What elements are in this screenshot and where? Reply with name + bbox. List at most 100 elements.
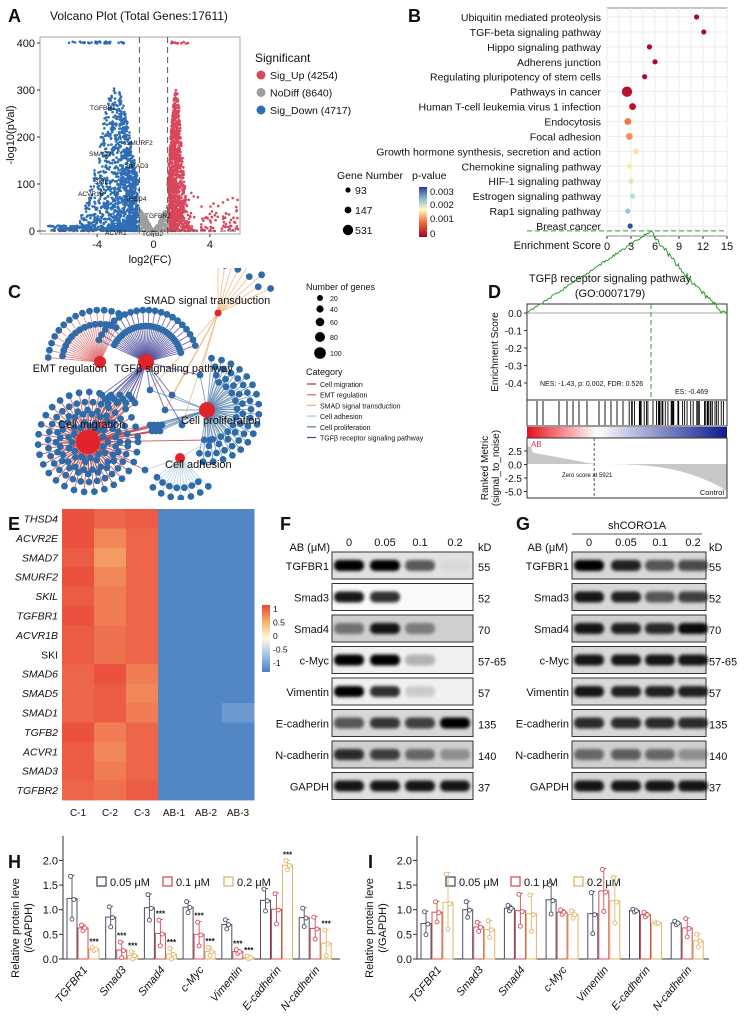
volcano-point [80, 226, 83, 229]
blot-row-vimentin [571, 677, 708, 706]
gene-node [267, 285, 274, 292]
volcano-point [72, 225, 76, 228]
volcano-point [67, 41, 71, 45]
lane-label: 0 [586, 537, 592, 549]
condition-label: shCORO1A [608, 520, 667, 532]
replicate-point [561, 909, 567, 915]
pathway-label: Pathways in cancer [510, 87, 602, 99]
replicate-point [463, 899, 469, 905]
volcano-point [87, 222, 91, 225]
volcano-point [171, 196, 175, 200]
heatmap-cell [62, 741, 95, 762]
heatmap-cell [190, 644, 223, 665]
volcano-point [173, 118, 177, 122]
volcano-point [102, 188, 106, 191]
volcano-point [105, 210, 109, 213]
volcano-point [75, 226, 78, 229]
volcano-point [170, 179, 173, 182]
volcano-point [110, 94, 113, 98]
gene-node [45, 469, 53, 477]
size-legend-dot [345, 187, 351, 193]
heatmap-cell [222, 528, 255, 549]
bar [567, 914, 579, 960]
volcano-point [179, 202, 182, 206]
volcano-point [192, 195, 195, 198]
volcano-point [111, 124, 115, 128]
volcano-point [170, 158, 174, 161]
gene-node [108, 307, 115, 315]
gene-node [125, 467, 133, 475]
lane-label: 0.2 [447, 537, 462, 549]
heatmap-cell [126, 780, 159, 801]
pathway-label: Ubiquitin mediated proteolysis [461, 12, 601, 24]
gene-node [77, 478, 85, 485]
heatmap-col-label: AB-2 [195, 808, 218, 819]
volcano-point [172, 128, 176, 132]
replicate-point [569, 908, 575, 914]
replicate-point [548, 911, 554, 917]
volcano-title: Volcano Plot (Total Genes:17611) [50, 9, 228, 23]
volcano-gene-label: SMAD7 [89, 151, 112, 158]
replicate-point [68, 873, 73, 879]
heatmap-cell [94, 703, 127, 723]
volcano-point [171, 41, 174, 44]
heatmap-cell [158, 644, 191, 665]
volcano-point [169, 190, 173, 194]
panel-label: A [8, 6, 21, 26]
volcano-point [126, 181, 129, 184]
protein-band [645, 560, 675, 571]
protein-band [334, 591, 364, 603]
volcano-point [183, 198, 186, 202]
gene-node [206, 436, 214, 444]
volcano-point [104, 153, 108, 157]
volcano-point [127, 179, 131, 182]
replicate-point [445, 926, 451, 932]
heatmap-cell [94, 761, 127, 781]
gene-node [187, 493, 195, 500]
hub-label: SMAD signal transduction [144, 295, 271, 307]
protein-band [678, 717, 708, 729]
volcano-point [168, 227, 172, 230]
gene-node [123, 430, 131, 438]
volcano-point [120, 130, 124, 133]
volcano-point [166, 204, 169, 208]
volcano-point [210, 210, 214, 213]
volcano-point [170, 162, 174, 166]
panel-label: B [408, 6, 421, 26]
gene-node [236, 366, 243, 373]
volcano-point [180, 193, 184, 196]
volcano-point [85, 226, 89, 230]
volcano-point [93, 218, 96, 221]
protein-band [370, 623, 400, 634]
heatmap-cell [222, 780, 255, 801]
gene-node [65, 392, 73, 400]
gene-node [70, 486, 78, 494]
nes-text: NES: -1.43, p: 0.002, FDR: 0.526 [540, 381, 643, 388]
gene-node [75, 389, 83, 397]
volcano-point [156, 224, 159, 228]
volcano-point [111, 171, 114, 174]
kd-label: 140 [478, 751, 496, 763]
heatmap-cell [94, 547, 127, 568]
volcano-point [103, 117, 106, 120]
gene-node [121, 311, 129, 318]
pathway-dot [694, 14, 700, 20]
pathway-label: TGF-beta signaling pathway [470, 27, 602, 39]
volcano-point [184, 221, 188, 225]
heatmap-cell [126, 625, 159, 646]
volcano-point [107, 217, 111, 220]
volcano-point [107, 151, 111, 155]
volcano-point [157, 222, 161, 225]
volcano-point [107, 107, 110, 110]
replicate-point [644, 912, 650, 918]
pathway-dot [625, 208, 631, 214]
volcano-point [101, 179, 104, 182]
color-legend-title: p-value [412, 170, 447, 182]
volcano-point [115, 124, 118, 127]
replicate-point [655, 920, 661, 926]
volcano-point [95, 219, 98, 222]
gene-node [73, 400, 81, 407]
heatmap-cell [62, 664, 95, 684]
volcano-point [125, 189, 128, 193]
volcano-point [175, 190, 179, 193]
